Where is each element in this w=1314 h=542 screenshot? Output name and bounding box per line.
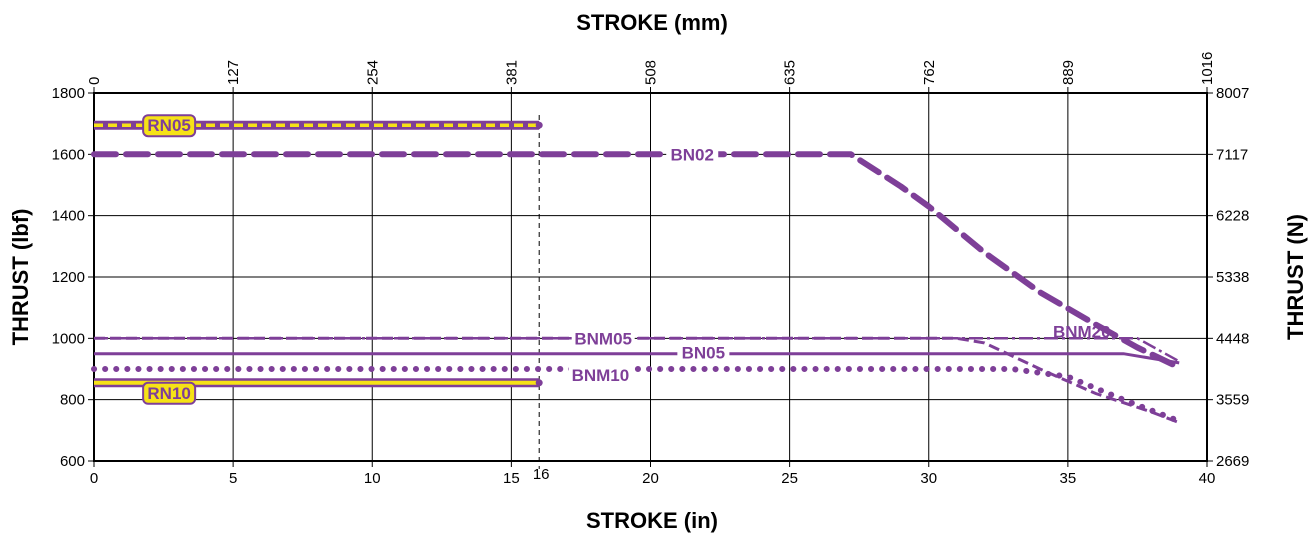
y-tick-label: 1600 <box>52 146 85 163</box>
series-label-bg-bn02 <box>666 144 719 165</box>
x-top-tick-label: 508 <box>643 60 660 85</box>
series-line <box>91 366 1183 425</box>
y-right-tick-label: 8007 <box>1216 85 1249 102</box>
series-line <box>94 336 1180 425</box>
series-endpoint <box>535 121 543 129</box>
y-right-tick-label: 6228 <box>1216 208 1249 225</box>
series-label-bg-bnm10 <box>568 365 632 385</box>
x-top-tick-label: 889 <box>1060 60 1077 85</box>
series-label-bg-bn05 <box>677 342 730 363</box>
x-tick-label: 15 <box>503 470 520 487</box>
series-label-box-rn05 <box>142 114 197 138</box>
x-top-tick-label: 381 <box>503 60 520 85</box>
y-axis-title-left: THRUST (lbf) <box>8 209 33 346</box>
series-label-box-rn10 <box>142 381 197 405</box>
x-top-tick-label: 1016 <box>1199 52 1216 85</box>
x-tick-label: 10 <box>364 470 381 487</box>
series-label-rn05: RN05 <box>147 116 190 135</box>
x-top-tick-label: 635 <box>782 60 799 85</box>
series-label-bn02: BN02 <box>671 145 714 164</box>
y-tick-label: 600 <box>60 453 85 470</box>
y-right-tick-label: 2669 <box>1216 453 1249 470</box>
series-line <box>94 352 1180 365</box>
y-tick-label: 1800 <box>52 85 85 102</box>
x-tick-label: 0 <box>90 470 98 487</box>
series-label-bn05: BN05 <box>682 344 725 363</box>
x-top-tick-label: 0 <box>86 77 103 85</box>
stroke-limit-marker-label: 16 <box>533 466 550 483</box>
series-endpoint <box>535 379 543 387</box>
x-axis-title-top: STROKE (mm) <box>576 10 728 35</box>
series-label-bnm05: BNM05 <box>574 329 632 348</box>
y-right-tick-label: 3559 <box>1216 392 1249 409</box>
series-line <box>91 151 1183 371</box>
y-tick-label: 1000 <box>52 330 85 347</box>
series-label-rn10: RN10 <box>147 384 190 403</box>
series-bn05 <box>94 352 1180 365</box>
y-right-tick-label: 5338 <box>1216 269 1249 286</box>
x-top-tick-label: 762 <box>921 60 938 85</box>
series-label-bg-bnm05 <box>571 328 635 349</box>
y-right-tick-label: 4448 <box>1216 330 1249 347</box>
x-tick-label: 35 <box>1060 470 1077 487</box>
x-tick-label: 40 <box>1199 470 1216 487</box>
y-right-tick-label: 7117 <box>1216 146 1248 163</box>
x-axis-title-bottom: STROKE (in) <box>586 508 718 533</box>
x-tick-label: 5 <box>229 470 237 487</box>
series-label-bnm10: BNM10 <box>572 366 630 385</box>
x-top-tick-label: 127 <box>225 60 242 85</box>
series-bnm05 <box>94 336 1180 425</box>
series-line <box>94 337 1180 363</box>
series-bn02 <box>91 151 1183 371</box>
y-tick-label: 1400 <box>52 208 85 225</box>
y-axis-title-right: THRUST (N) <box>1283 214 1308 340</box>
series-label-bnm20: BNM20 <box>1053 322 1111 341</box>
x-top-tick-label: 254 <box>364 60 381 85</box>
y-tick-label: 1200 <box>52 269 85 286</box>
x-tick-label: 30 <box>920 470 937 487</box>
y-tick-label: 800 <box>60 392 85 409</box>
series-bnm20 <box>94 337 1180 363</box>
series-bnm10 <box>91 366 1183 425</box>
x-tick-label: 20 <box>642 470 659 487</box>
x-tick-label: 25 <box>781 470 798 487</box>
